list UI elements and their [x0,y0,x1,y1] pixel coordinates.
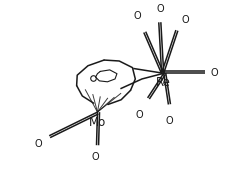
Text: O: O [181,15,189,25]
Text: O: O [156,4,164,14]
Text: O: O [35,139,43,149]
Text: O: O [92,152,99,162]
Text: Re: Re [156,76,171,89]
Text: O: O [210,68,218,78]
Text: O: O [166,116,173,126]
Text: O: O [133,11,141,21]
Text: O: O [135,110,143,120]
Text: Mo: Mo [89,116,106,129]
